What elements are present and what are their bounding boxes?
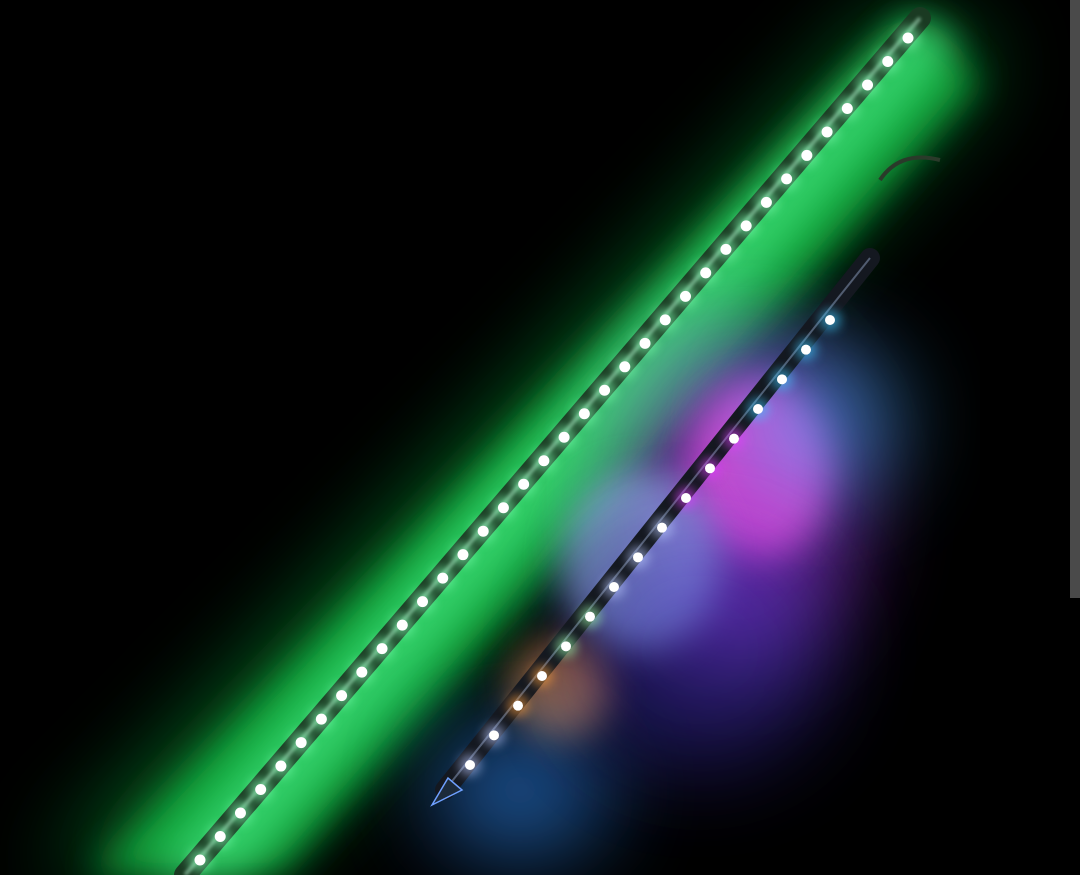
led-dot [255, 784, 267, 796]
led-dot [760, 196, 772, 208]
rgb-led-tube [430, 155, 941, 807]
led-dot [599, 384, 611, 396]
led-dot [585, 611, 595, 622]
led-dot [753, 404, 763, 414]
scrollbar[interactable] [1070, 0, 1080, 598]
led-dot [477, 525, 489, 537]
led-dot [679, 290, 691, 302]
led-dot [336, 690, 348, 702]
led-dot [234, 807, 246, 819]
led-dot [497, 502, 509, 514]
led-dot [729, 433, 739, 444]
led-dot [194, 854, 206, 866]
led-dot [214, 831, 226, 843]
led-dot [705, 463, 715, 474]
led-dot [609, 582, 619, 592]
led-dot [825, 315, 835, 325]
led-dot [801, 149, 813, 161]
led-dot [561, 641, 571, 652]
led-dot [465, 760, 475, 770]
led-dot [821, 126, 833, 138]
led-dot [619, 361, 631, 373]
led-dot [437, 572, 449, 584]
led-dot [538, 455, 550, 467]
led-dot [841, 102, 853, 114]
led-dot [356, 666, 368, 678]
led-dot [315, 713, 327, 725]
led-dot [720, 243, 732, 255]
led-dot [518, 478, 530, 490]
led-dot [700, 267, 712, 279]
led-dot [902, 32, 914, 44]
led-dot [882, 55, 894, 67]
led-dot [513, 700, 523, 711]
led-dot [578, 408, 590, 420]
led-dot [639, 337, 651, 349]
led-dot [740, 220, 752, 232]
led-dot [275, 760, 287, 772]
led-dot [537, 671, 547, 681]
led-dot [396, 619, 408, 631]
led-dot [417, 596, 429, 608]
led-dot [376, 643, 388, 655]
led-dot [295, 737, 307, 749]
led-dot [659, 314, 671, 326]
led-dot [801, 344, 811, 355]
led-dot [777, 374, 787, 385]
led-dot [489, 730, 499, 741]
led-dot [781, 173, 793, 185]
green-led-strip [174, 7, 931, 875]
led-dot [862, 79, 874, 91]
led-dot [657, 522, 667, 533]
led-dot [457, 549, 469, 561]
led-dot [681, 493, 691, 503]
led-dot [558, 431, 570, 443]
led-dot [633, 552, 643, 563]
